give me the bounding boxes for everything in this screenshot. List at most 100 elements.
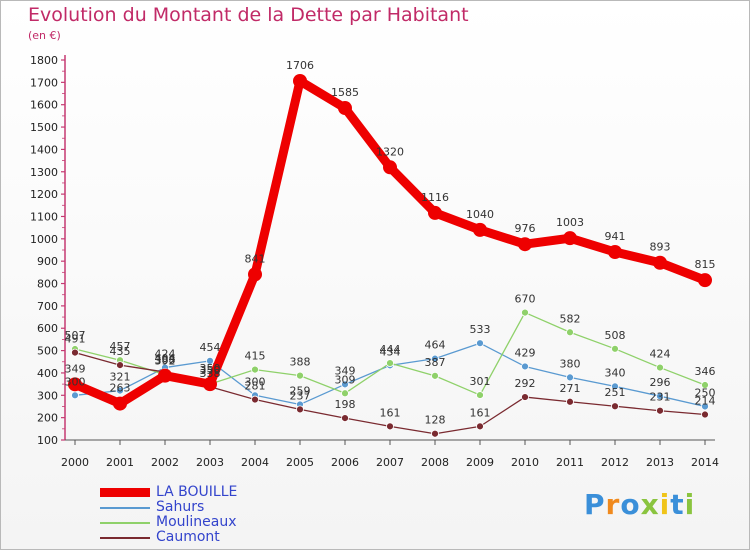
data-point: [476, 391, 484, 399]
data-point: [701, 410, 709, 419]
x-tick-label: 2003: [196, 456, 224, 469]
data-label: 340: [605, 366, 626, 379]
data-point: [206, 356, 214, 365]
data-label: 250: [695, 386, 716, 399]
x-tick-label: 2004: [241, 456, 269, 469]
data-label: 388: [290, 356, 311, 369]
data-point: [701, 381, 709, 389]
y-tick-label: 100: [37, 434, 58, 447]
data-point: [251, 395, 259, 404]
data-label: 424: [155, 348, 176, 361]
data-label: 670: [515, 293, 536, 306]
data-label: 338: [200, 367, 221, 380]
data-point: [566, 373, 574, 382]
data-point: [341, 389, 349, 398]
y-tick-label: 1400: [30, 143, 58, 156]
data-point: [521, 362, 529, 371]
data-point: [383, 160, 397, 175]
data-label: 237: [290, 389, 311, 402]
data-label: 434: [380, 345, 401, 358]
legend-label: Sahurs: [156, 499, 205, 515]
data-label: 231: [650, 391, 671, 404]
logo-letter: i: [659, 488, 671, 521]
data-label: 1706: [286, 59, 314, 72]
legend-item: Caumont: [100, 529, 360, 545]
data-label: 309: [335, 373, 356, 386]
data-point: [251, 365, 259, 374]
data-label: 387: [425, 356, 446, 369]
data-label: 404: [155, 352, 176, 365]
data-point: [566, 397, 574, 406]
y-tick-label: 1200: [30, 188, 58, 201]
data-label: 296: [650, 376, 671, 389]
data-label: 415: [245, 350, 266, 363]
y-tick-label: 1800: [30, 54, 58, 67]
legend-item: LA BOUILLE: [100, 484, 360, 500]
data-label: 350: [200, 362, 221, 375]
data-point: [116, 386, 124, 395]
data-label: 533: [470, 323, 491, 336]
y-tick-label: 1500: [30, 121, 58, 134]
data-label: 893: [650, 241, 671, 254]
data-point: [563, 231, 577, 246]
data-label: 251: [605, 386, 626, 399]
data-point: [296, 371, 304, 380]
data-label: 815: [695, 258, 716, 271]
chart-title: Evolution du Montant de la Dette par Hab…: [28, 4, 469, 26]
y-tick-label: 1100: [30, 210, 58, 223]
data-label: 300: [65, 375, 86, 388]
x-tick-label: 2008: [421, 456, 449, 469]
data-label: 454: [200, 341, 221, 354]
data-point: [476, 422, 484, 431]
legend-label: Moulineaux: [156, 514, 237, 530]
data-label: 214: [695, 395, 716, 408]
logo-letter: x: [640, 488, 660, 521]
data-label: 435: [110, 345, 131, 358]
data-point: [341, 380, 349, 389]
chart-axes: 100 200 300 400 500 600 700 800 900 1000 1100 1200 1…: [30, 54, 719, 469]
x-tick-label: 2000: [61, 456, 89, 469]
data-label: 281: [245, 380, 266, 393]
x-tick-label: 2006: [331, 456, 359, 469]
data-point: [608, 245, 622, 260]
data-label: 259: [290, 384, 311, 397]
data-label: 161: [470, 406, 491, 419]
y-tick-label: 1000: [30, 233, 58, 246]
y-tick-label: 1700: [30, 76, 58, 89]
data-label: 321: [110, 371, 131, 384]
data-label: 301: [470, 375, 491, 388]
data-label: 346: [695, 365, 716, 378]
data-label: 941: [605, 230, 626, 243]
data-label: 263: [110, 382, 131, 395]
data-label: 841: [245, 252, 266, 265]
legend-swatch: [100, 537, 150, 539]
x-tick-label: 2013: [646, 456, 674, 469]
x-tick-label: 2001: [106, 456, 134, 469]
legend-label: Caumont: [156, 529, 220, 545]
y-tick-label: 200: [37, 412, 58, 425]
data-point: [698, 273, 712, 288]
data-point: [521, 393, 529, 401]
x-tick-label: 2010: [511, 456, 539, 469]
data-label: 508: [605, 329, 626, 342]
legend-swatch: [100, 522, 150, 524]
data-label: 424: [650, 348, 671, 361]
y-tick-label: 600: [37, 322, 58, 335]
data-label: 292: [515, 377, 536, 390]
chart-legend: LA BOUILLE Sahurs Moulineaux Caumont: [100, 484, 360, 545]
data-label: 161: [380, 406, 401, 419]
data-point: [293, 74, 307, 89]
proxiti-logo: Proxiti: [584, 488, 695, 521]
x-tick-label: 2007: [376, 456, 404, 469]
data-label: 1040: [466, 208, 494, 221]
legend-item: Sahurs: [100, 499, 360, 515]
data-point: [611, 402, 619, 411]
chart-data-labels: 349 263 388 350 841 1706 1585 1320 1116 1040 976 10…: [65, 59, 716, 427]
data-point: [656, 392, 664, 401]
y-tick-label: 900: [37, 255, 58, 268]
x-tick-label: 2012: [601, 456, 629, 469]
data-label: 380: [560, 357, 581, 370]
x-tick-label: 2014: [691, 456, 719, 469]
